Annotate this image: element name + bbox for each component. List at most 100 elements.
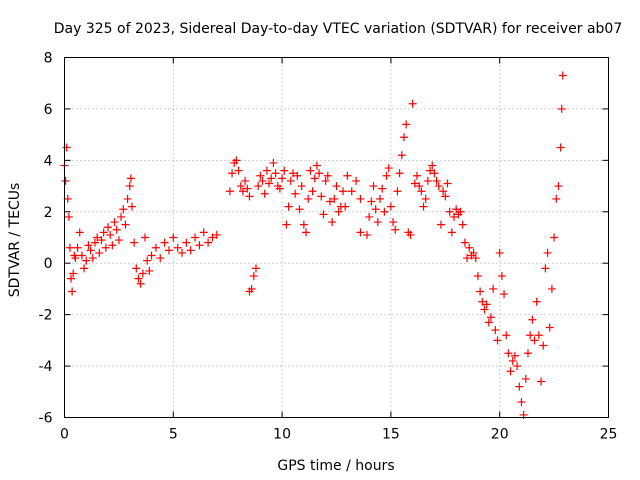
data-point [299,220,308,229]
data-point [493,336,502,345]
y-tick-label: -2 [39,308,53,324]
data-point [88,254,97,263]
data-point [199,228,208,237]
data-point [249,272,258,281]
data-point [465,243,474,252]
data-point [95,248,104,257]
x-tick-label: 0 [60,427,69,443]
data-point [517,398,526,407]
data-point [526,331,535,340]
data-point [456,207,465,216]
data-point [515,382,524,391]
data-point [421,194,430,203]
data-point [428,161,437,170]
data-point [134,274,143,283]
data-point [182,238,191,247]
data-point [365,212,374,221]
data-point [125,182,134,191]
data-point [64,212,73,221]
data-point [528,315,537,324]
data-point [65,243,74,252]
data-point [147,251,156,260]
data-point [315,169,324,178]
data-point [362,230,371,239]
data-point [278,174,287,183]
data-point [445,207,454,216]
data-point [160,238,169,247]
data-point [382,171,391,180]
data-point [552,194,561,203]
data-point [225,187,234,196]
data-point [138,269,147,278]
data-point [347,187,356,196]
data-point [321,176,330,185]
data-point [486,313,495,322]
data-point [69,269,78,278]
data-point [310,174,319,183]
data-point [269,158,278,167]
data-point [543,248,552,257]
data-point [104,223,113,232]
data-point [556,143,565,152]
chart-title: Day 325 of 2023, Sidereal Day-to-day VTE… [54,21,623,37]
data-point [68,287,77,296]
data-point [534,331,543,340]
data-point [271,169,280,178]
data-point [308,187,317,196]
data-point [328,218,337,227]
data-point [408,99,417,108]
data-point [554,182,563,191]
y-tick-label: 8 [44,51,53,67]
data-point [132,264,141,273]
data-point [482,300,491,309]
data-point [319,210,328,219]
data-point [317,192,326,201]
y-tick-label: 0 [44,256,53,272]
y-tick-label: -6 [39,411,53,427]
data-point [523,349,532,358]
data-point [334,207,343,216]
data-point [558,71,567,80]
data-point [93,233,102,242]
data-point [441,192,450,201]
data-point [341,202,350,211]
data-point [443,179,452,188]
data-point [156,254,165,263]
data-point [463,254,472,263]
data-point [415,182,424,191]
data-point [256,171,265,180]
data-point [497,272,506,281]
data-point [114,236,123,245]
data-point [90,238,99,247]
data-point [452,205,461,214]
data-point [471,254,480,263]
data-point [62,143,71,152]
data-point [495,248,504,257]
data-point [532,297,541,306]
data-point [121,220,130,229]
data-point [312,161,321,170]
data-point [378,184,387,193]
data-point [71,254,80,263]
data-point [143,256,152,265]
y-tick-label: 2 [44,205,53,221]
data-point [325,197,334,206]
data-point [413,171,422,180]
data-point [236,182,245,191]
y-tick-label: -4 [39,359,53,375]
data-point [373,218,382,227]
data-point [136,279,145,288]
data-point [251,264,260,273]
data-point [77,251,86,260]
data-point [260,189,269,198]
data-point [178,248,187,257]
data-point [82,256,91,265]
data-point [402,120,411,129]
data-point [530,336,539,345]
x-tick-label: 5 [169,427,178,443]
data-point [469,248,478,257]
data-point [234,166,243,175]
data-point [304,194,313,203]
data-point [258,176,267,185]
